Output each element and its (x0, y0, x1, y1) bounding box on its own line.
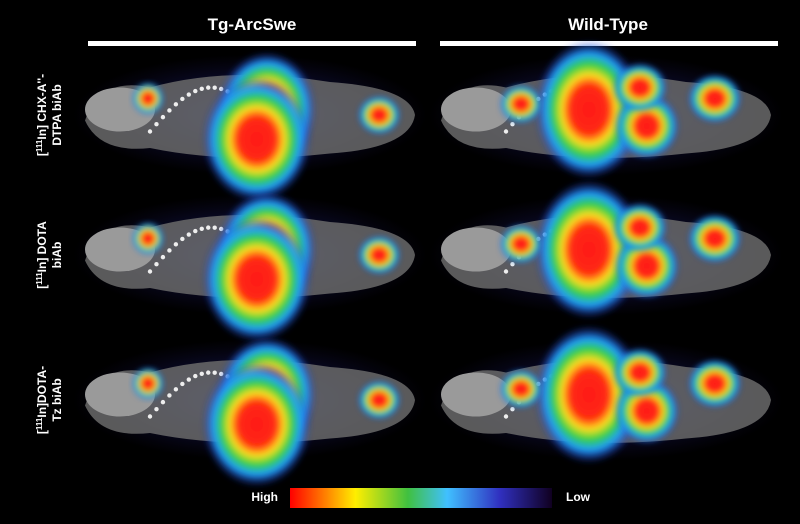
label-text: In] CHX-A''- (35, 74, 49, 140)
spine (180, 96, 185, 102)
spine (193, 228, 198, 234)
spine (167, 393, 172, 398)
uptake (357, 380, 401, 420)
spine (160, 399, 166, 405)
uptake (357, 95, 401, 135)
spine (503, 414, 509, 419)
spine (167, 108, 172, 113)
spine (212, 85, 217, 90)
bracket: [ (35, 152, 49, 156)
spine (167, 248, 172, 253)
spine (193, 373, 198, 379)
spine (193, 88, 198, 94)
spine (199, 371, 204, 376)
uptake (534, 325, 644, 464)
uptake (202, 361, 312, 487)
spine (180, 381, 185, 387)
mouse-image (73, 51, 427, 202)
spine (206, 85, 211, 90)
uptake (131, 222, 165, 255)
spine (510, 122, 515, 127)
spine (199, 86, 204, 91)
bracket: [ (35, 430, 49, 434)
superscript: 111 (35, 417, 44, 430)
spine (154, 122, 159, 127)
spine (206, 370, 211, 375)
row-label-line: biAb (50, 242, 64, 269)
row-label-line: DTPA biAb (50, 84, 64, 145)
superscript: 111 (35, 139, 44, 152)
row-label-line: [111In] CHX-A''- (35, 74, 50, 156)
head (441, 227, 511, 272)
uptake (687, 358, 742, 409)
header-bar (88, 41, 416, 46)
uptake (499, 84, 543, 124)
spine (212, 225, 217, 230)
head (441, 372, 511, 417)
spine (173, 242, 179, 247)
row-labels: [111In] CHX-A''-DTPA biAb[111In] DOTAbiA… (35, 74, 65, 434)
colorbar-high: High (251, 490, 278, 504)
uptake (131, 367, 165, 400)
spine (147, 269, 153, 274)
mouse-image (73, 191, 427, 342)
spine (206, 225, 211, 230)
spine (186, 377, 192, 382)
colorbar (290, 488, 552, 508)
spine (173, 102, 179, 107)
uptake (612, 202, 668, 253)
uptake (612, 62, 668, 113)
label-text: In]DOTA- (35, 366, 49, 418)
superscript: 111 (35, 272, 44, 285)
uptake (357, 235, 401, 275)
uptake (202, 76, 312, 202)
spine (147, 414, 153, 419)
column-header: Tg-ArcSwe (208, 15, 297, 34)
spine (180, 236, 185, 242)
uptake (131, 82, 165, 115)
uptake (687, 73, 742, 124)
row-label-line: [111In]DOTA- (35, 366, 50, 434)
spine (154, 262, 159, 267)
spine (199, 226, 204, 231)
spine (186, 232, 192, 237)
spine (510, 262, 515, 267)
row-label-line: Tz biAb (50, 378, 64, 421)
spine (212, 370, 217, 375)
uptake (534, 40, 644, 179)
spine (173, 387, 179, 392)
head (441, 87, 511, 132)
spine (160, 114, 166, 120)
uptake (687, 213, 742, 264)
spine (147, 129, 153, 134)
uptake (612, 347, 668, 398)
spine (503, 269, 509, 274)
mouse-image (429, 180, 783, 319)
spine (160, 254, 166, 260)
uptake (202, 216, 312, 342)
bracket: [ (35, 285, 49, 289)
row-label: [111In] CHX-A''-DTPA biAb (35, 74, 65, 156)
mouse-image (429, 40, 783, 179)
row-label-line: [111In] DOTA (35, 221, 50, 289)
uptake (499, 369, 543, 409)
panels (73, 40, 783, 487)
label-text: In] DOTA (35, 221, 49, 272)
mouse-image (73, 336, 427, 487)
spine (154, 407, 159, 412)
row-label: [111In]DOTA-Tz biAb (35, 366, 65, 434)
mouse-image (429, 325, 783, 464)
uptake (499, 224, 543, 264)
header-bar (440, 41, 778, 46)
spine (510, 407, 515, 412)
column-header: Wild-Type (568, 15, 648, 34)
spine (503, 129, 509, 134)
row-label: [111In] DOTAbiAb (35, 221, 65, 289)
colorbar-low: Low (566, 490, 591, 504)
spine (186, 92, 192, 97)
uptake (534, 180, 644, 319)
